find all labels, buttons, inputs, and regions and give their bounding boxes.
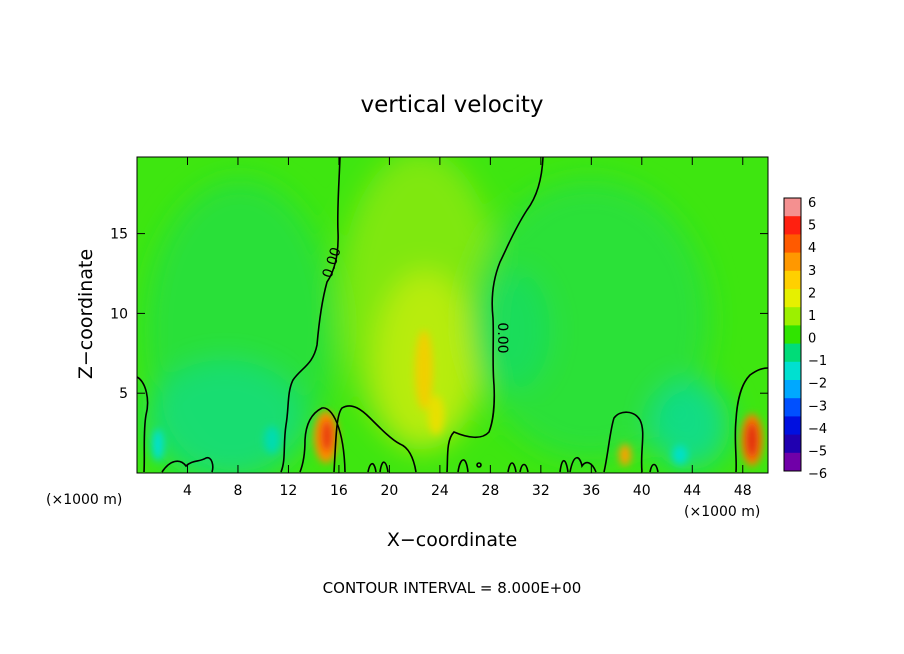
colorbar-swatch bbox=[784, 270, 801, 290]
colorbar-swatch bbox=[784, 325, 801, 345]
x-axis-label: X−coordinate bbox=[387, 529, 517, 551]
x-tick-label: 12 bbox=[280, 483, 298, 499]
colorbar-tick-label: −2 bbox=[808, 377, 827, 392]
x-tick-label: 8 bbox=[233, 483, 242, 499]
x-tick-label: 4 bbox=[183, 483, 192, 499]
colorbar-tick-label: −6 bbox=[808, 467, 827, 482]
x-axis: 4 8 12 16 20 24 28 32 36 40 44 48 bbox=[183, 157, 752, 499]
x-tick-label: 16 bbox=[330, 483, 348, 499]
colorbar-tick-label: 2 bbox=[808, 286, 816, 301]
colorbar-swatch bbox=[784, 252, 801, 272]
colorbar-tick-label: 0 bbox=[808, 332, 816, 347]
y-tick-label: 10 bbox=[110, 306, 128, 322]
y-axis-label: Z−coordinate bbox=[75, 249, 97, 379]
x-unit-left: (×1000 m) bbox=[46, 492, 122, 508]
x-tick-label: 32 bbox=[532, 483, 550, 499]
colorbar-tick-label: −1 bbox=[808, 354, 827, 369]
colorbar-frame bbox=[783, 197, 802, 472]
colorbar-swatch bbox=[784, 398, 801, 417]
colorbar-swatch bbox=[784, 198, 801, 217]
x-tick-label: 36 bbox=[582, 483, 600, 499]
plot-frame bbox=[136, 156, 769, 474]
zero-contour bbox=[137, 157, 768, 473]
y-axis: 5 10 15 bbox=[110, 227, 768, 402]
colorbar-swatch bbox=[784, 343, 801, 363]
colorbar-tick-label: 1 bbox=[808, 309, 816, 324]
x-tick-label: 40 bbox=[633, 483, 651, 499]
x-tick-label: 28 bbox=[481, 483, 499, 499]
colorbar-tick-label: 6 bbox=[808, 196, 816, 211]
colorbar-swatch bbox=[784, 289, 801, 308]
contour-label-right: 0.00 bbox=[494, 322, 510, 353]
x-unit-right: (×1000 m) bbox=[684, 504, 760, 520]
colorbar-tick-label: 5 bbox=[808, 219, 816, 234]
colorbar-tick-label: −4 bbox=[808, 422, 827, 437]
x-tick-label: 20 bbox=[380, 483, 398, 499]
colorbar-tick-label: 4 bbox=[808, 241, 816, 256]
chart-title: vertical velocity bbox=[361, 92, 544, 118]
colorbar-tick-label: −5 bbox=[808, 444, 827, 459]
x-tick-label: 44 bbox=[683, 483, 701, 499]
colorbar: 6 5 4 3 2 1 0 −1 −2 −3 −4 −5 −6 bbox=[783, 196, 827, 482]
field-hotspots bbox=[152, 330, 763, 466]
contour-interval-note: CONTOUR INTERVAL = 8.000E+00 bbox=[323, 579, 582, 597]
x-tick-label: 24 bbox=[431, 483, 449, 499]
colorbar-swatch bbox=[784, 216, 801, 235]
colorbar-swatch bbox=[784, 416, 801, 436]
colorbar-swatch bbox=[784, 307, 801, 326]
x-tick-label: 48 bbox=[734, 483, 752, 499]
field-shading bbox=[145, 157, 730, 473]
colorbar-swatch bbox=[784, 452, 801, 472]
colorbar-swatch bbox=[784, 361, 801, 381]
plot-area: 0.00 0.00 bbox=[137, 157, 768, 473]
colorbar-tick-label: 3 bbox=[808, 264, 816, 279]
y-tick-label: 15 bbox=[110, 227, 128, 243]
colorbar-swatch bbox=[784, 234, 801, 254]
colorbar-tick-label: −3 bbox=[808, 399, 827, 414]
colorbar-swatch bbox=[784, 380, 801, 399]
colorbar-swatch bbox=[784, 434, 801, 454]
y-tick-label: 5 bbox=[119, 386, 128, 402]
